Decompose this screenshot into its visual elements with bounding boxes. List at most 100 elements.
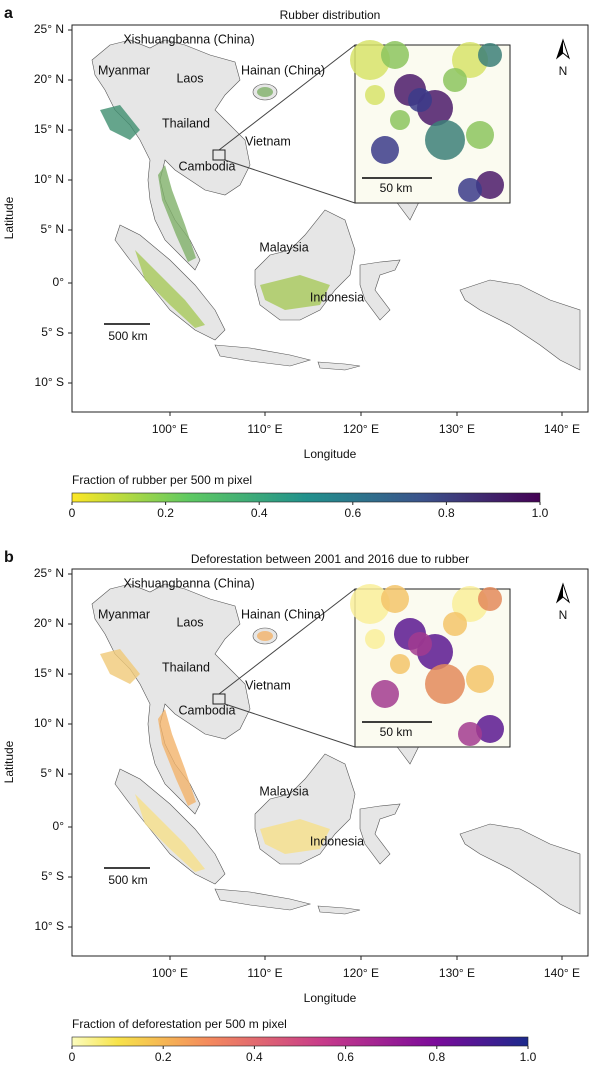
inset-patch xyxy=(476,715,504,743)
colorbar-tick-label: 0.2 xyxy=(155,1050,172,1064)
place-label: Xishuangbanna (China) xyxy=(123,576,254,590)
overlay xyxy=(100,649,140,684)
overlay xyxy=(135,250,205,328)
y-tick-label: 10° S xyxy=(35,919,64,933)
inset-patch xyxy=(365,85,385,105)
overlay xyxy=(257,631,273,641)
overlay xyxy=(260,819,330,854)
inset-locator xyxy=(212,693,226,705)
x-tick-label: 110° E xyxy=(247,422,282,436)
place-label: Vietnam xyxy=(245,134,291,148)
colorbar xyxy=(71,1036,529,1047)
colorbar-tick-label: 0 xyxy=(69,1050,76,1064)
colorbar-tick-label: 1.0 xyxy=(520,1050,537,1064)
inset-connector xyxy=(218,588,356,695)
y-tick-label: 10° N xyxy=(34,716,64,730)
inset-patch xyxy=(443,68,467,92)
y-tick-label: 25° N xyxy=(34,566,64,580)
x-tick-label: 140° E xyxy=(544,966,580,980)
place-label: Cambodia xyxy=(179,703,236,717)
x-axis-label: Longitude xyxy=(304,447,357,461)
y-tick-label: 20° N xyxy=(34,72,64,86)
north-label: N xyxy=(559,608,568,622)
inset-patch xyxy=(365,629,385,649)
inset-patch xyxy=(458,178,482,202)
x-tick-label: 130° E xyxy=(439,966,475,980)
panel: b Deforestation between 2001 and 2016 due… xyxy=(2,549,589,1064)
overlay xyxy=(135,794,205,872)
colorbar-tick-label: 0.8 xyxy=(428,1050,445,1064)
colorbar-tick-label: 0.2 xyxy=(157,506,174,520)
inset-patch xyxy=(381,585,409,613)
inset-patch xyxy=(443,612,467,636)
place-label: Indonesia xyxy=(310,290,364,304)
inset-patch xyxy=(425,120,465,160)
panel-title: Rubber distribution xyxy=(280,8,381,22)
inset-patch xyxy=(350,584,390,624)
inset-scale-label: 50 km xyxy=(380,725,413,739)
x-tick-label: 120° E xyxy=(343,422,379,436)
y-tick-label: 25° N xyxy=(34,22,64,36)
x-tick-label: 110° E xyxy=(247,966,282,980)
place-label: Cambodia xyxy=(179,159,236,173)
place-label: Indonesia xyxy=(310,834,364,848)
inset-patch xyxy=(350,40,390,80)
panel: a Rubber distribution 50 km N 500 km Xishuang… xyxy=(2,5,589,520)
inset-patch xyxy=(478,43,502,67)
inset-connector xyxy=(218,44,356,151)
inset-patch xyxy=(371,136,399,164)
y-tick-label: 15° N xyxy=(34,122,64,136)
place-label: Laos xyxy=(176,71,203,85)
colorbar-tick-label: 1.0 xyxy=(532,506,549,520)
colorbar-tick-label: 0.4 xyxy=(246,1050,263,1064)
inset-connector xyxy=(224,703,356,748)
panel-label: a xyxy=(4,5,13,22)
north-label: N xyxy=(559,64,568,78)
x-tick-label: 140° E xyxy=(544,422,580,436)
inset-locator xyxy=(212,149,226,161)
y-tick-label: 15° N xyxy=(34,666,64,680)
x-tick-label: 100° E xyxy=(152,422,188,436)
place-label: Thailand xyxy=(162,116,210,130)
place-label: Thailand xyxy=(162,660,210,674)
y-tick-label: 0° xyxy=(53,819,65,833)
inset-patch xyxy=(371,680,399,708)
north-arrow xyxy=(557,40,563,58)
inset-patch xyxy=(458,722,482,746)
inset-patch xyxy=(476,171,504,199)
place-label: Xishuangbanna (China) xyxy=(123,32,254,46)
inset-patch xyxy=(478,587,502,611)
y-tick-label: 10° S xyxy=(35,375,64,389)
overlay xyxy=(257,87,273,97)
inset-patch xyxy=(408,632,432,656)
colorbar-tick-label: 0.8 xyxy=(438,506,455,520)
x-tick-label: 120° E xyxy=(343,966,379,980)
x-axis-label: Longitude xyxy=(304,991,357,1005)
inset-patch xyxy=(390,110,410,130)
place-label: Laos xyxy=(176,615,203,629)
y-tick-label: 5° N xyxy=(41,766,64,780)
y-tick-label: 10° N xyxy=(34,172,64,186)
colorbar-tick-label: 0.6 xyxy=(344,506,361,520)
inset-patch xyxy=(466,121,494,149)
colorbar xyxy=(71,492,541,503)
inset-connector xyxy=(224,159,356,204)
y-tick-label: 20° N xyxy=(34,616,64,630)
colorbar-tick-label: 0 xyxy=(69,506,76,520)
place-label: Hainan (China) xyxy=(241,607,325,621)
scale-label: 500 km xyxy=(108,329,147,343)
inset-patch xyxy=(390,654,410,674)
inset-patch xyxy=(425,664,465,704)
place-label: Malaysia xyxy=(259,784,308,798)
place-label: Vietnam xyxy=(245,678,291,692)
panel-label: b xyxy=(4,549,14,566)
colorbar-label: Fraction of rubber per 500 m pixel xyxy=(72,473,252,487)
inset-patch xyxy=(408,88,432,112)
y-tick-label: 5° S xyxy=(41,325,64,339)
y-tick-label: 5° N xyxy=(41,222,64,236)
place-label: Hainan (China) xyxy=(241,63,325,77)
scale-label: 500 km xyxy=(108,873,147,887)
colorbar-label: Fraction of deforestation per 500 m pixe… xyxy=(72,1017,287,1031)
